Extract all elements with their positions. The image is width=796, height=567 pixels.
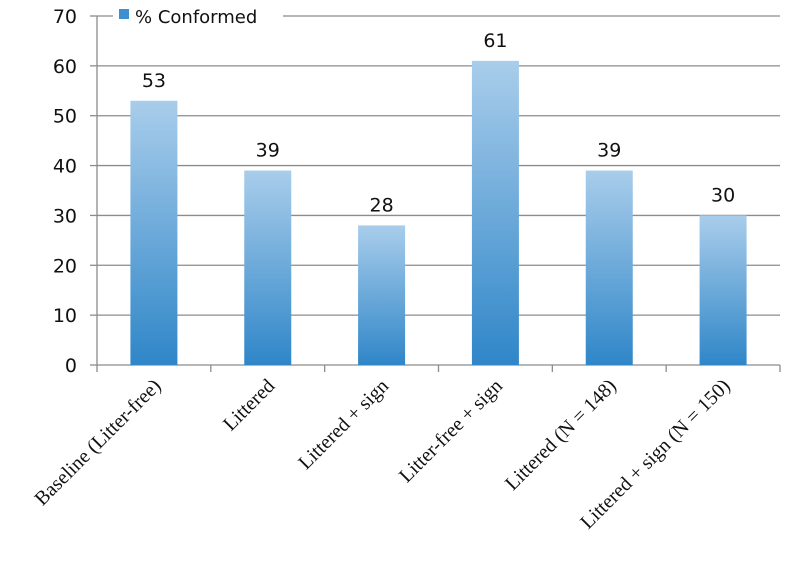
bar [699,215,747,365]
x-category-label: Litter-free + sign [395,375,507,487]
data-labels: 53 39 28 61 39 30 [142,30,735,217]
y-tick-label: 0 [65,355,77,377]
data-label: 30 [711,184,735,206]
x-category-label: Littered (N = 148) [501,375,621,495]
y-tick-label: 10 [53,305,77,327]
bar [358,225,406,365]
x-category-label: Littered [219,375,279,435]
legend-swatch [119,9,129,19]
data-label: 39 [597,140,621,162]
data-label: 28 [369,194,393,216]
data-label: 39 [256,140,280,162]
y-tick-label: 40 [53,156,77,178]
bar [585,170,633,365]
bar [130,100,178,365]
data-label: 53 [142,70,166,92]
y-tick-label: 20 [53,255,77,277]
y-tick-label: 50 [53,106,77,128]
legend-background [113,4,283,28]
y-tick-label: 30 [53,205,77,227]
legend-label: % Conformed [135,7,257,28]
bar [244,170,292,365]
bars [130,60,747,365]
data-label: 61 [483,30,507,52]
x-category-label: Littered + sign [294,375,393,474]
bar [471,60,519,365]
legend: % Conformed [113,4,283,28]
y-tick-label: 70 [53,6,77,28]
x-category-label: Baseline (Litter-free) [30,375,165,510]
gridlines [97,15,780,316]
y-tick-label: 60 [53,56,77,78]
